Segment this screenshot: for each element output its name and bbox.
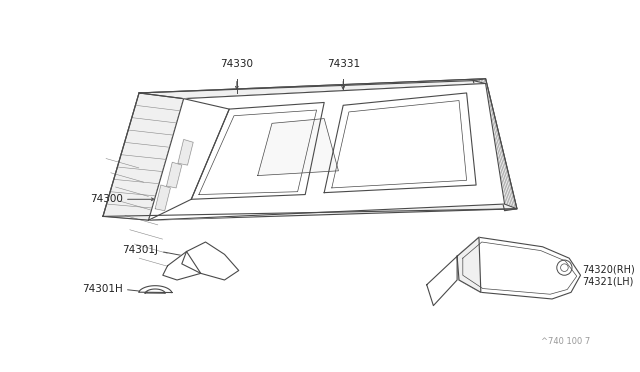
Text: ^740 100 7: ^740 100 7 (541, 337, 590, 346)
Polygon shape (457, 237, 580, 299)
Text: 74300: 74300 (90, 194, 123, 204)
Polygon shape (148, 204, 517, 220)
Polygon shape (324, 93, 476, 193)
Text: 74301H: 74301H (82, 285, 123, 295)
Polygon shape (139, 81, 486, 99)
Polygon shape (182, 242, 239, 280)
Polygon shape (103, 93, 184, 220)
Polygon shape (139, 286, 172, 293)
Polygon shape (163, 251, 201, 280)
Text: 74330: 74330 (220, 59, 253, 69)
Polygon shape (148, 83, 504, 220)
Polygon shape (258, 119, 339, 176)
Text: 74320(RH)
74321(LH): 74320(RH) 74321(LH) (582, 264, 635, 286)
Polygon shape (457, 237, 481, 292)
Polygon shape (178, 140, 193, 165)
Text: 74301J: 74301J (122, 245, 158, 254)
Polygon shape (155, 185, 170, 211)
Polygon shape (473, 79, 517, 211)
Polygon shape (166, 162, 182, 188)
Polygon shape (427, 256, 457, 306)
Polygon shape (191, 102, 324, 199)
Text: 74331: 74331 (326, 59, 360, 69)
Polygon shape (103, 79, 517, 217)
Polygon shape (148, 99, 229, 220)
